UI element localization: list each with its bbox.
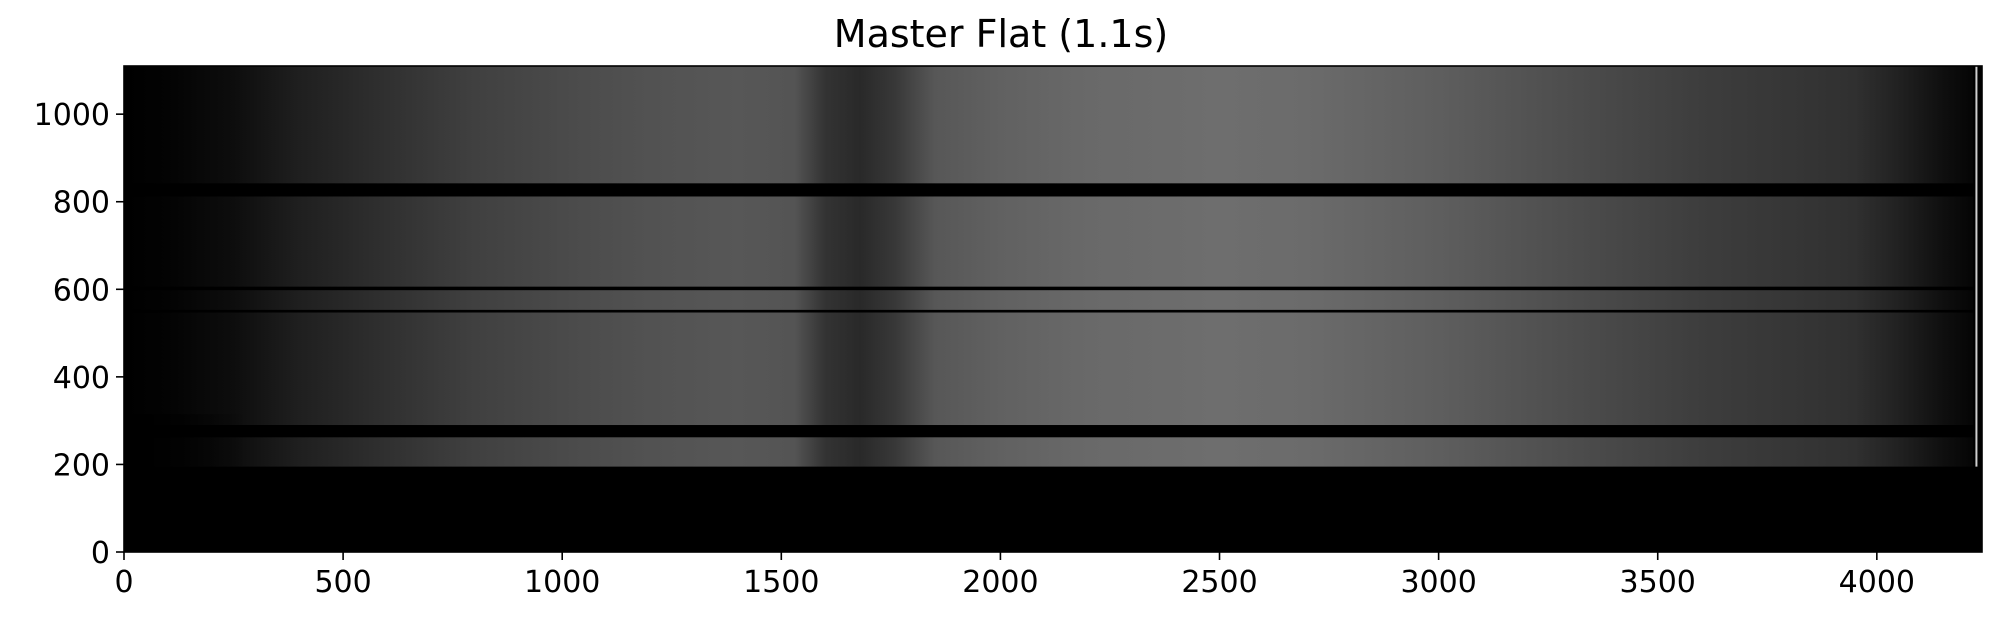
illuminated-region <box>124 66 1974 467</box>
dark-band <box>124 309 1982 313</box>
x-tick-label: 3000 <box>1400 565 1476 600</box>
x-tick-label: 500 <box>314 565 371 600</box>
bright-column <box>1975 66 1978 467</box>
image-area <box>124 66 1982 552</box>
x-tick-label: 1500 <box>743 565 819 600</box>
x-tick-label: 2000 <box>962 565 1038 600</box>
dark-band <box>124 286 1982 291</box>
x-tick-label: 3500 <box>1620 565 1696 600</box>
dark-band <box>124 425 1982 438</box>
y-tick-label: 200 <box>53 448 110 483</box>
x-axis: 0 500 1000 1500 2000 2500 3000 3500 4000 <box>114 552 1915 600</box>
y-tick-label: 400 <box>53 361 110 396</box>
y-tick-label: 800 <box>53 186 110 221</box>
y-tick-label: 600 <box>53 273 110 308</box>
chart-title: Master Flat (1.1s) <box>834 12 1168 56</box>
y-tick-label: 1000 <box>34 98 110 133</box>
plot-frame <box>123 65 1983 553</box>
y-axis: 0 200 400 600 800 1000 <box>34 98 124 571</box>
y-tick-label: 0 <box>91 536 110 571</box>
x-tick-label: 1000 <box>524 565 600 600</box>
lower-left-fade <box>124 414 247 467</box>
x-tick-label: 0 <box>114 565 133 600</box>
x-tick-label: 4000 <box>1839 565 1915 600</box>
dark-band <box>124 183 1982 197</box>
x-tick-label: 2500 <box>1181 565 1257 600</box>
